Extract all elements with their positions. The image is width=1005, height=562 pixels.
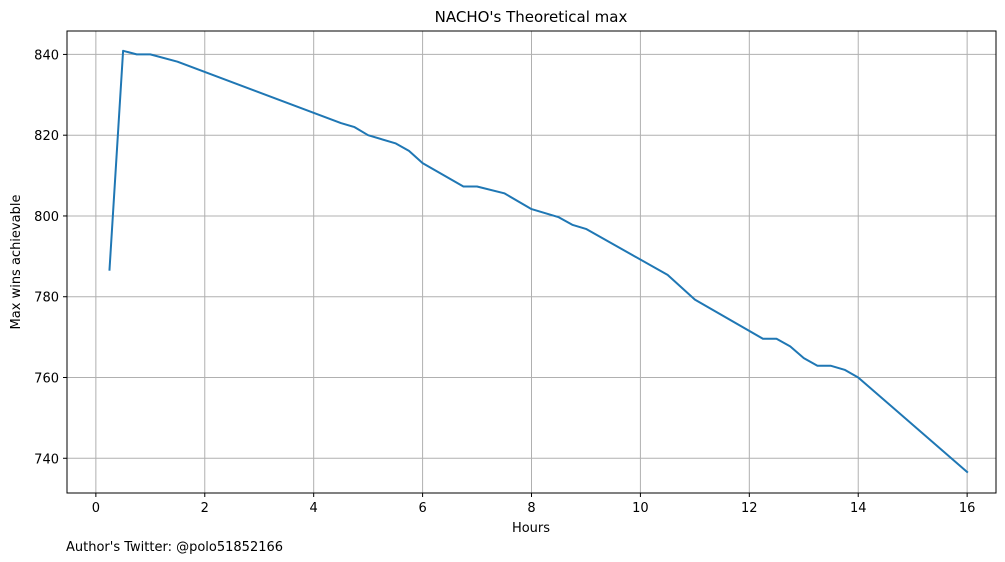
grid [67,31,996,493]
y-tick-label: 840 [34,48,59,63]
x-tick-label: 14 [850,501,867,516]
x-tick-label: 6 [418,501,426,516]
y-tick-label: 820 [34,129,59,144]
y-tick-label: 740 [34,452,59,467]
y-tick-label: 760 [34,372,59,387]
ticks: 0 2 4 6 8 10 12 14 16 740 760 780 800 820 840 [34,48,975,516]
x-tick-label: 4 [310,501,318,516]
chart-title: NACHO's Theoretical max [435,8,628,26]
y-tick-label: 780 [34,291,59,306]
x-tick-label: 12 [741,501,758,516]
author-credit: Author's Twitter: @polo51852166 [66,540,283,555]
x-tick-label: 2 [201,501,209,516]
y-axis-label: Max wins achievable [9,195,24,330]
x-axis-label: Hours [512,521,550,536]
y-tick-label: 800 [34,210,59,225]
x-tick-label: 8 [527,501,535,516]
x-tick-label: 10 [632,501,649,516]
x-tick-label: 16 [959,501,976,516]
x-tick-label: 0 [92,501,100,516]
series-layer [108,49,969,474]
series-line [108,49,969,474]
